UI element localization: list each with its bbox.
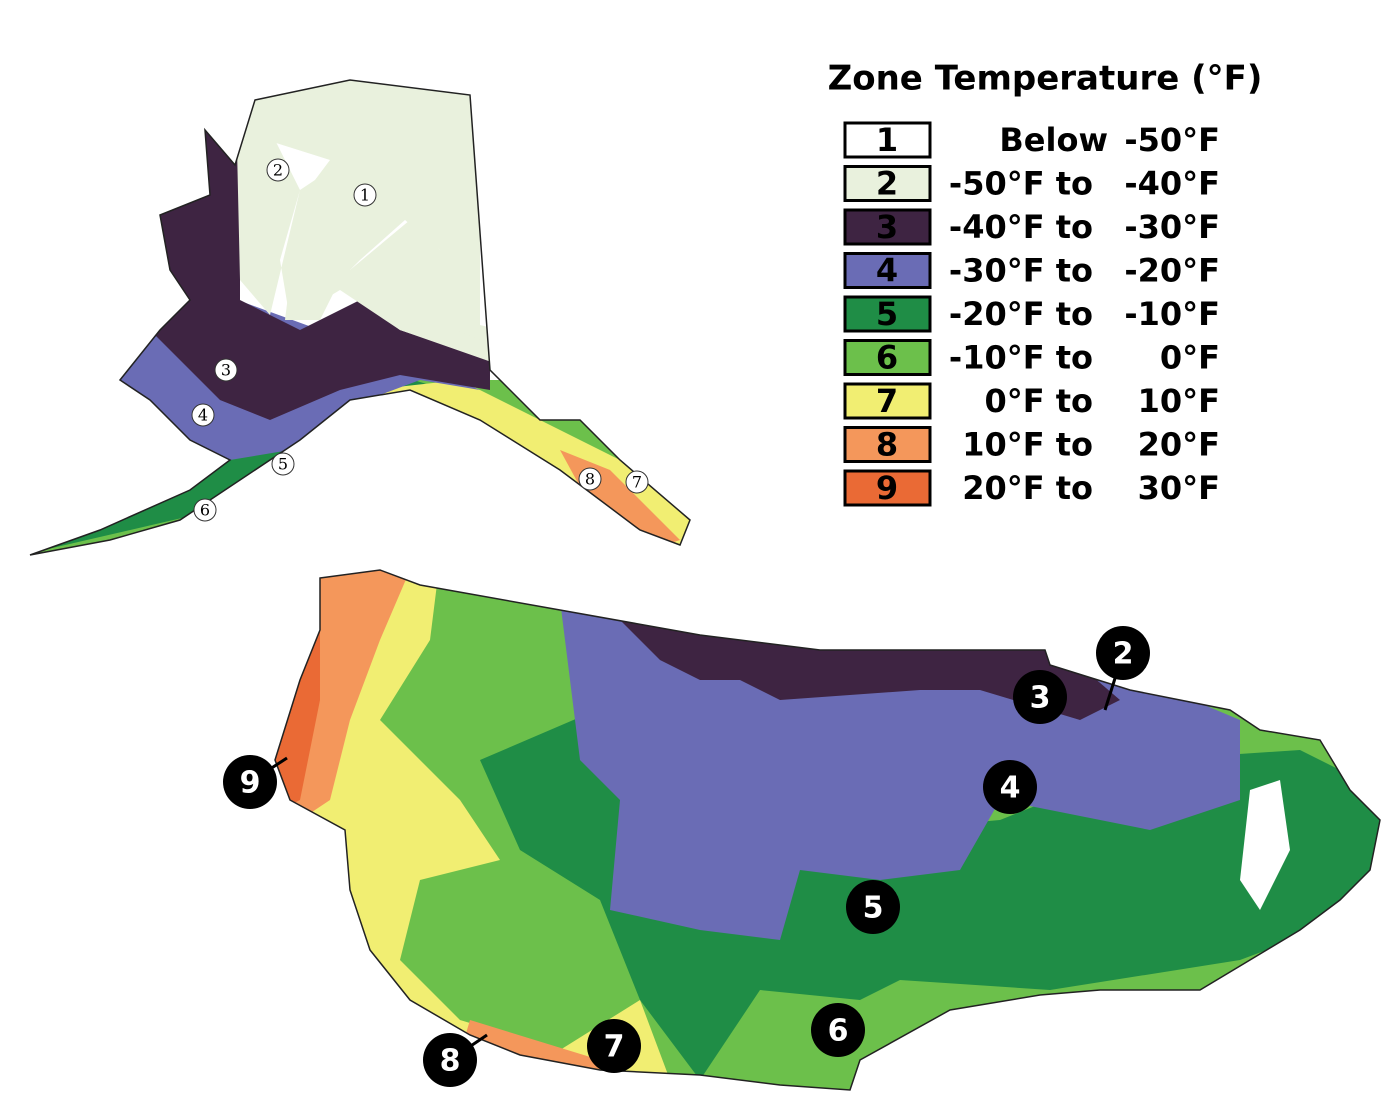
- legend-high: 20°F: [1138, 426, 1220, 464]
- alaska-label-dot: [193, 498, 217, 522]
- legend-low: 20°F to: [962, 469, 1093, 507]
- legend-swatch: [843, 121, 932, 159]
- legend-zone: 4: [876, 252, 898, 290]
- alaska-label: 5: [278, 455, 288, 474]
- lake-michigan: [1240, 780, 1290, 910]
- us-label: 2: [1113, 637, 1134, 672]
- alaska-label: 8: [585, 470, 595, 489]
- legend-swatch: [843, 469, 932, 507]
- legend-swatch: [843, 426, 932, 463]
- us-outline: [274, 569, 1381, 1091]
- alaska-label-dot: [214, 358, 238, 382]
- us-label-dot: [423, 1033, 477, 1087]
- legend-low: -50°F to: [949, 165, 1093, 203]
- alaska: [30, 80, 690, 555]
- legend-zone: 3: [876, 208, 898, 246]
- alaska-label-dot: [191, 403, 215, 427]
- legend-high: -50°F: [1124, 121, 1220, 159]
- alaska-outline: [29, 79, 691, 556]
- alaska-label: 3: [221, 361, 231, 380]
- legend-swatch: [843, 165, 932, 202]
- us-label-dot: [1096, 626, 1150, 680]
- legend-high: -10°F: [1124, 295, 1220, 333]
- us-label: 3: [1030, 681, 1051, 716]
- legend-zone: 8: [876, 426, 898, 464]
- alaska-label: 7: [632, 473, 642, 492]
- us-label: 7: [604, 1030, 625, 1065]
- legend-zone: 2: [876, 165, 898, 203]
- legend-zone: 7: [876, 382, 898, 420]
- us-label: 6: [828, 1014, 849, 1049]
- alaska-label: 6: [200, 501, 210, 520]
- us-label: 8: [440, 1044, 461, 1079]
- us-label: 4: [1000, 771, 1021, 806]
- legend-swatch: [843, 382, 932, 420]
- legend-low: -30°F to: [949, 252, 1093, 290]
- us-label: 5: [863, 891, 884, 926]
- legend-zone: 6: [876, 339, 898, 377]
- legend-low: Below: [999, 121, 1108, 159]
- alaska-label-dot: [578, 467, 602, 491]
- legend-swatch: [843, 252, 932, 289]
- zone-area: [370, 380, 690, 555]
- legend-high: 10°F: [1138, 382, 1220, 420]
- zone-area: [140, 100, 490, 420]
- legend-title: Zone Temperature (°F): [828, 59, 1263, 99]
- alaska-label: 4: [198, 406, 208, 425]
- us-label-dot: [983, 760, 1037, 814]
- alaska-label: 2: [273, 161, 283, 180]
- legend-zone: 5: [876, 295, 898, 333]
- alaska-label-dot: [625, 470, 649, 494]
- alaska-label-dot: [353, 183, 377, 207]
- legend-zone: 1: [876, 121, 898, 159]
- legend-high: -20°F: [1124, 252, 1220, 290]
- legend-swatch: [843, 208, 932, 246]
- us-label-dot: [223, 755, 277, 809]
- legend-high: 0°F: [1160, 339, 1220, 377]
- us-label-dot: [846, 880, 900, 934]
- legend-high: 30°F: [1138, 469, 1220, 507]
- legend-low: -20°F to: [949, 295, 1093, 333]
- us-label-dot: [811, 1003, 865, 1057]
- alaska-label: 1: [360, 186, 370, 205]
- legend-high: -40°F: [1124, 165, 1220, 203]
- zone-area: [275, 570, 600, 1090]
- us-label-dot: [587, 1019, 641, 1073]
- legend-swatch: [843, 295, 932, 333]
- legend-low: -10°F to: [949, 339, 1093, 377]
- us-label: 9: [240, 766, 261, 801]
- alaska-label-dot: [266, 158, 290, 182]
- us-label-dot: [1013, 670, 1067, 724]
- legend-high: -30°F: [1124, 208, 1220, 246]
- legend-low: 0°F to: [984, 382, 1093, 420]
- legend-zone: 9: [876, 469, 898, 507]
- legend-low: -40°F to: [949, 208, 1093, 246]
- alaska-label-dot: [271, 452, 295, 476]
- legend-swatch: [843, 339, 932, 376]
- legend-low: 10°F to: [962, 426, 1093, 464]
